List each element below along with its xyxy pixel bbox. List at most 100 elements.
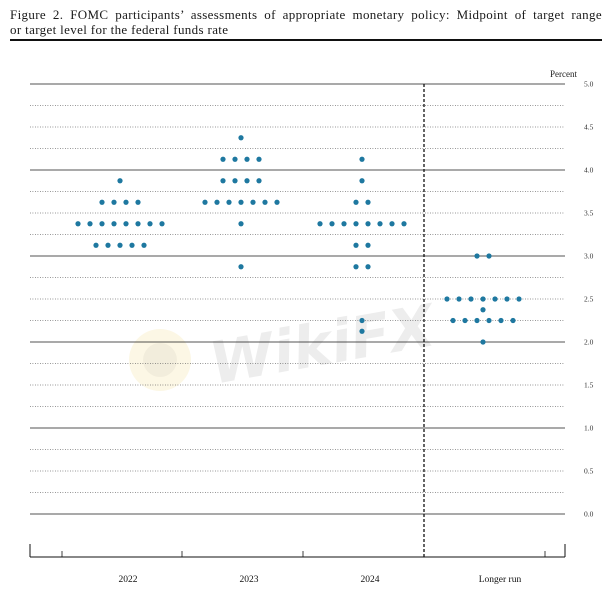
dot-longer-run-11 <box>450 317 456 324</box>
dot-2024-6 <box>329 221 335 227</box>
dot-2022-10 <box>123 221 129 227</box>
dot-2023-16 <box>274 199 280 205</box>
dot-2022-8 <box>99 221 105 227</box>
dot-2022-18 <box>141 242 147 248</box>
dot-2023-15 <box>262 199 268 205</box>
dot-2023-7 <box>232 178 238 184</box>
dot-longer-run-1 <box>474 253 480 259</box>
dot-2022-12 <box>147 221 153 227</box>
title-rule <box>10 39 602 41</box>
dot-2023-4 <box>244 156 250 162</box>
dot-2023-18 <box>238 264 244 270</box>
figure-title: Figure 2. FOMC participants’ assessments… <box>10 7 602 37</box>
dot-2024-17 <box>359 317 365 324</box>
dot-longer-run-15 <box>498 317 504 324</box>
dot-longer-run-7 <box>492 296 498 302</box>
dot-2024-7 <box>341 221 347 227</box>
dot-longer-run-4 <box>456 296 462 302</box>
dot-longer-run-2 <box>486 253 492 259</box>
dot-2024-18 <box>359 328 365 334</box>
dot-longer-run-5 <box>468 296 474 302</box>
dot-2022-11 <box>135 221 141 227</box>
dot-2024-9 <box>365 221 371 227</box>
y-tick-label: 1.5 <box>584 381 594 390</box>
dot-2022-15 <box>105 242 111 248</box>
dot-2024-13 <box>353 242 359 248</box>
dot-2023-11 <box>214 199 220 205</box>
y-tick-label: 3.0 <box>584 252 594 261</box>
dot-longer-run-17 <box>480 339 486 345</box>
dot-longer-run-13 <box>474 317 480 324</box>
x-category-label: 2024 <box>361 575 380 585</box>
figure-title-line-2: or target level for the federal funds ra… <box>10 22 229 37</box>
x-category-label: 2022 <box>119 575 138 585</box>
dot-longer-run-8 <box>504 296 510 302</box>
watermark-logo <box>129 329 191 391</box>
dot-2022-3 <box>111 199 117 205</box>
dot-longer-run-12 <box>462 317 468 324</box>
participant-dots <box>75 135 522 345</box>
dot-2022-4 <box>123 199 129 205</box>
dot-longer-run-16 <box>510 317 516 324</box>
dot-2023-12 <box>226 199 232 205</box>
x-category-label: 2023 <box>240 575 259 585</box>
dot-2022-9 <box>111 221 117 227</box>
dot-2023-6 <box>220 178 226 184</box>
watermark-logo-inner <box>143 343 177 377</box>
dot-2023-8 <box>244 178 250 184</box>
dot-2024-3 <box>353 199 359 205</box>
dot-2023-10 <box>202 199 208 205</box>
dot-2024-1 <box>359 156 365 162</box>
y-tick-label: 0.5 <box>584 467 594 476</box>
dot-2023-2 <box>220 156 226 162</box>
dot-2022-16 <box>117 242 123 248</box>
dot-2024-10 <box>377 221 383 227</box>
dot-2024-15 <box>353 264 359 270</box>
dot-longer-run-6 <box>480 296 486 302</box>
dot-2024-16 <box>365 264 371 270</box>
dot-2023-1 <box>238 135 244 141</box>
dot-2024-14 <box>365 242 371 248</box>
y-tick-label: 4.5 <box>584 123 594 132</box>
dot-2022-13 <box>159 221 165 227</box>
dot-2022-1 <box>117 178 123 184</box>
y-tick-label: 3.5 <box>584 209 594 218</box>
y-tick-label: 1.0 <box>584 424 594 433</box>
watermark-text: WikiFX <box>205 291 443 398</box>
figure-title-line-1: Figure 2. FOMC participants’ assessments… <box>10 7 602 22</box>
dot-2023-14 <box>250 199 256 205</box>
dot-2022-5 <box>135 199 141 205</box>
dot-2024-12 <box>401 221 407 227</box>
y-tick-label: 5.0 <box>584 80 594 89</box>
dot-2022-17 <box>129 242 135 248</box>
gridlines <box>30 83 565 515</box>
dot-longer-run-3 <box>444 296 450 302</box>
dot-2023-3 <box>232 156 238 162</box>
y-tick-labels: 0.0 0.5 1.0 1.5 2.0 2.5 3.0 3.5 4.0 4.5 5.0 <box>584 80 594 519</box>
dot-2023-13 <box>238 199 244 205</box>
dot-2024-8 <box>353 221 359 227</box>
dot-2022-6 <box>75 221 81 227</box>
dot-2022-14 <box>93 242 99 248</box>
dot-2024-4 <box>365 199 371 205</box>
dot-2022-2 <box>99 199 105 205</box>
y-tick-label: 2.0 <box>584 338 594 347</box>
dot-2023-5 <box>256 156 262 162</box>
dot-longer-run-9 <box>516 296 522 302</box>
x-category-labels: 2022 2023 2024 Longer run <box>119 575 522 585</box>
dot-2023-9 <box>256 178 262 184</box>
y-tick-label: 4.0 <box>584 166 594 175</box>
dot-2024-5 <box>317 221 323 227</box>
y-axis-unit-label: Percent <box>550 69 577 79</box>
x-category-label: Longer run <box>479 575 522 585</box>
y-tick-label: 0.0 <box>584 510 594 519</box>
dot-2023-17 <box>238 221 244 227</box>
dot-2022-7 <box>87 221 93 227</box>
watermark: WikiFX <box>129 291 443 398</box>
dot-2024-2 <box>359 178 365 184</box>
dot-longer-run-10 <box>480 307 486 313</box>
dot-2024-11 <box>389 221 395 227</box>
x-axis <box>29 544 566 558</box>
dot-longer-run-14 <box>486 317 492 324</box>
